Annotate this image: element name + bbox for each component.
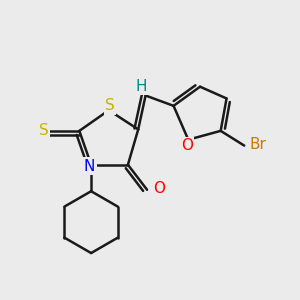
Text: S: S <box>39 123 49 138</box>
Text: O: O <box>181 138 193 153</box>
Text: Br: Br <box>249 136 266 152</box>
Text: N: N <box>84 159 95 174</box>
Text: H: H <box>135 79 147 94</box>
Text: S: S <box>105 98 115 113</box>
Text: O: O <box>153 181 165 196</box>
